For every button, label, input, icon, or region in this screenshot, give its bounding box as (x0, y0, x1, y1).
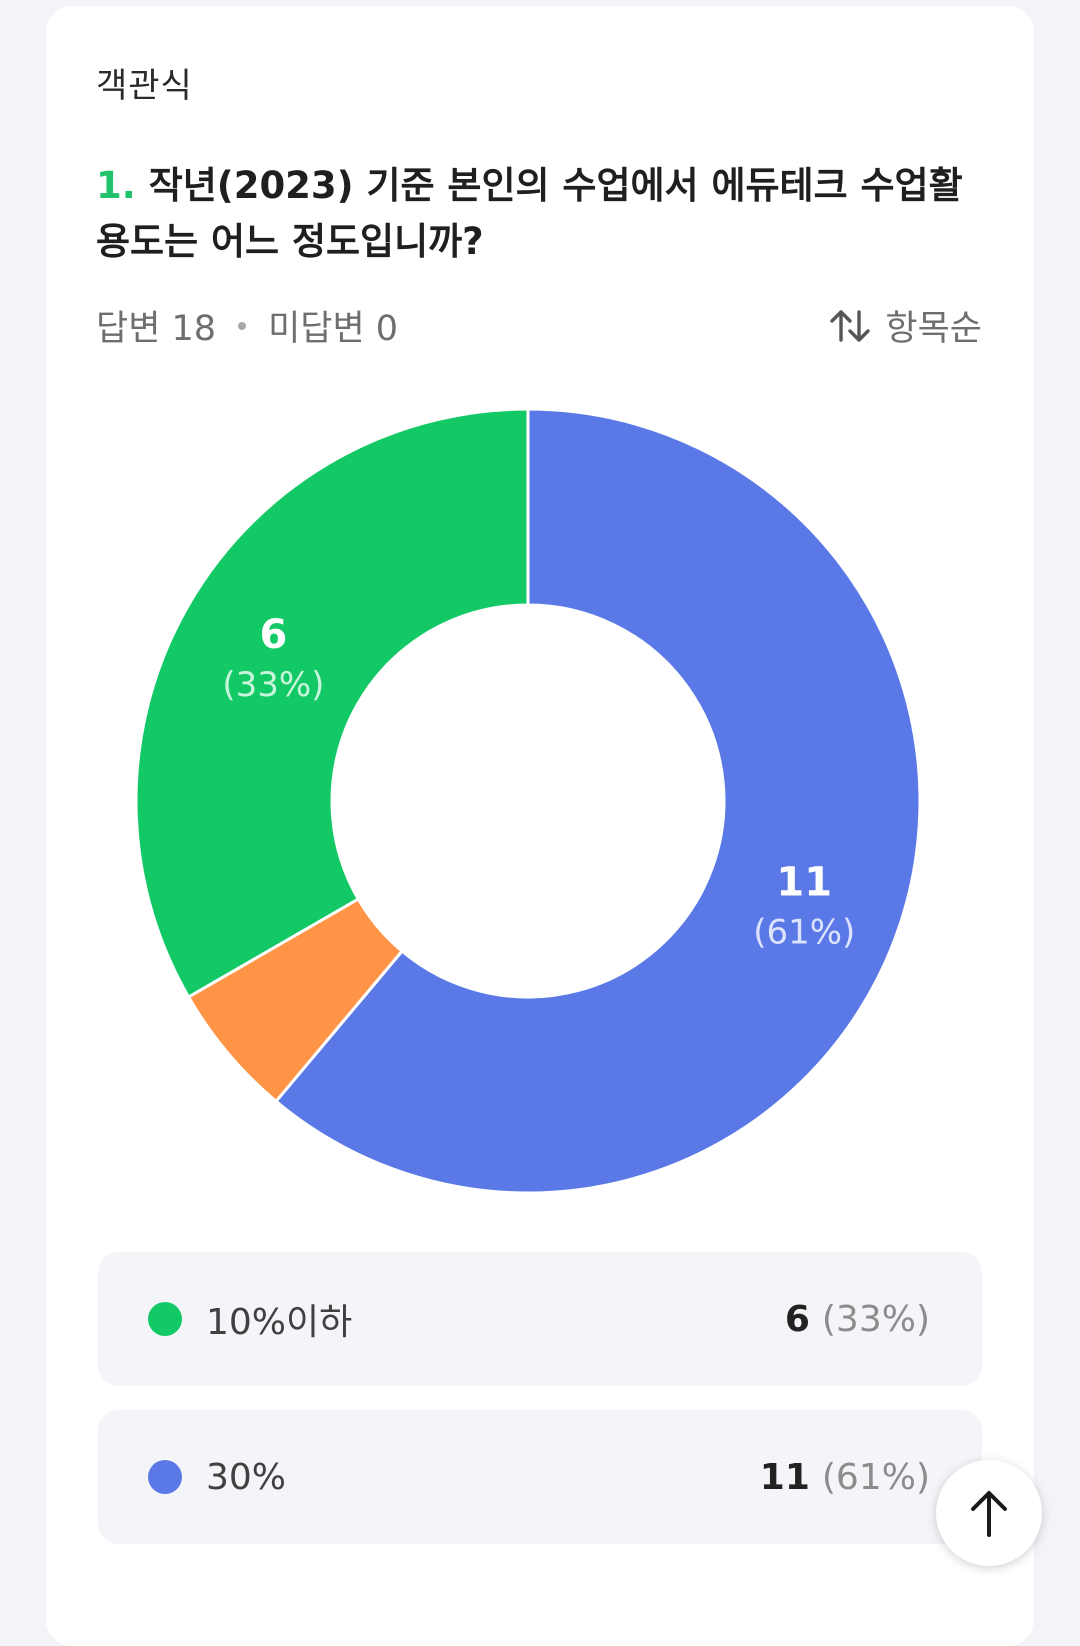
answered-count: 답변 18 (96, 309, 217, 349)
scroll-to-top-button[interactable] (936, 1460, 1042, 1566)
legend-percent: (33%) (821, 1298, 930, 1340)
sort-arrows-icon (830, 309, 871, 342)
donut-chart: 11 (61%) 6 (33%) (96, 400, 984, 1230)
legend-count: 6 (784, 1298, 810, 1340)
legend-label: 10%이하 (206, 1302, 353, 1343)
legend-swatch-green (148, 1302, 182, 1336)
donut-chart-svg: 11 (61%) 6 (33%) (134, 407, 922, 1195)
question-title: 1. 작년(2023) 기준 본인의 수업에서 에듀테크 수업활용도는 어느 정… (96, 158, 996, 270)
legend-count: 11 (759, 1456, 810, 1498)
slice-label-10-count: 6 (259, 612, 287, 658)
question-number: 1. (96, 164, 136, 207)
legend-swatch-blue (148, 1460, 182, 1494)
donut-slice-10[interactable] (134, 407, 530, 1000)
response-meta: 답변 18 미답변 0 (96, 300, 398, 351)
slice-label-10-pct: (33%) (222, 665, 324, 705)
legend-item-30[interactable]: 30% 11 (61%) (98, 1410, 982, 1544)
slice-label-30-pct: (61%) (753, 913, 855, 953)
legend-label: 30% (206, 1456, 287, 1498)
legend-percent: (61%) (821, 1456, 930, 1498)
donut-slice-30[interactable] (273, 407, 922, 1195)
arrow-up-icon (971, 1491, 1007, 1537)
separator-dot (238, 321, 247, 330)
sort-label: 항목순 (885, 309, 982, 349)
section-label: 객관식 (96, 66, 193, 106)
question-text: 작년(2023) 기준 본인의 수업에서 에듀테크 수업활용도는 어느 정도입니… (96, 164, 963, 263)
legend-item-10-or-less[interactable]: 10%이하 6 (33%) (98, 1252, 982, 1386)
slice-label-30-count: 11 (776, 860, 832, 906)
sort-button[interactable]: 항목순 (827, 300, 982, 351)
unanswered-count: 미답변 0 (268, 309, 399, 349)
